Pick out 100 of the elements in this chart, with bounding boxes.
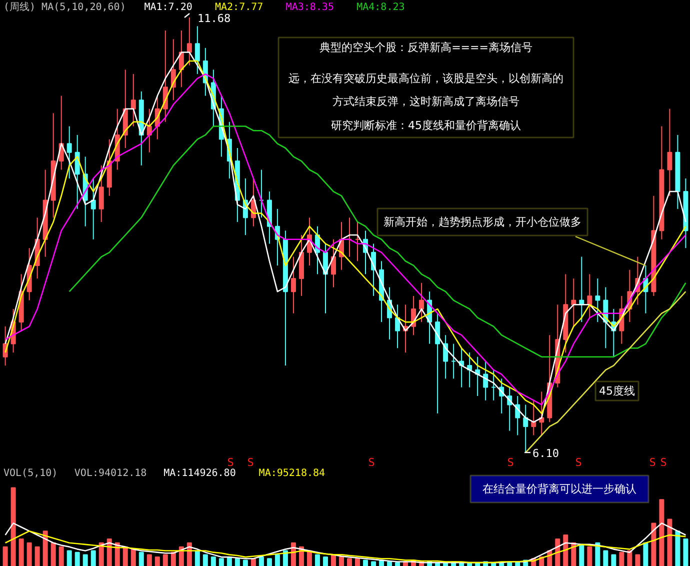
bar — [90, 550, 96, 566]
bar — [274, 554, 280, 566]
bar — [355, 558, 360, 566]
bar — [42, 530, 48, 566]
bar — [218, 558, 224, 566]
bar — [659, 499, 664, 566]
text: S — [649, 456, 656, 469]
bar — [667, 518, 672, 566]
chart-title: VOL(5,10) — [4, 468, 58, 479]
bar — [611, 554, 616, 566]
bar — [651, 522, 656, 566]
bar — [507, 562, 512, 566]
bar — [226, 556, 232, 566]
bar — [314, 554, 320, 566]
annotation: 45度线 — [599, 384, 635, 398]
bar — [162, 554, 168, 566]
bar — [282, 550, 288, 566]
bar — [387, 561, 392, 566]
candlestick — [330, 238, 336, 288]
bar — [2, 546, 8, 566]
bar — [58, 546, 64, 566]
annotation: 11.68 — [198, 12, 231, 25]
candlestick — [90, 178, 96, 240]
bar — [395, 562, 400, 566]
bar — [499, 562, 504, 566]
text: MA:114926.80 — [164, 468, 236, 479]
bar — [50, 542, 56, 566]
bar — [26, 542, 32, 566]
bar — [595, 542, 600, 566]
text: S — [368, 456, 375, 469]
bar — [138, 552, 144, 566]
candlestick — [290, 256, 296, 314]
bar — [338, 556, 344, 566]
bar — [130, 548, 136, 566]
text: VOL:94012.18 — [74, 468, 147, 479]
candlestick — [667, 108, 672, 196]
chart-title: (周线) MA(5,10,20,60) — [4, 1, 126, 13]
candlestick — [194, 26, 200, 75]
bar — [579, 544, 584, 566]
text: MA3:8.35 — [286, 2, 334, 13]
bar — [122, 546, 128, 566]
annotation: 新高开始，趋势拐点形成，开小仓位做多 — [384, 216, 582, 228]
candlestick — [595, 278, 600, 323]
annotation: 6.10 — [532, 447, 559, 460]
candlestick — [531, 400, 536, 436]
text: MA:95218.84 — [258, 468, 326, 479]
bar — [10, 487, 16, 566]
candlestick — [515, 396, 520, 436]
text: S — [660, 456, 667, 469]
bar — [603, 550, 608, 566]
annotation: 在结合量价背离可以进一步确认 — [482, 482, 636, 496]
bar — [242, 560, 248, 566]
bar — [467, 562, 472, 566]
bar — [234, 558, 240, 566]
candlestick — [523, 404, 528, 454]
bar — [675, 530, 680, 566]
bar — [170, 552, 176, 566]
bar — [18, 538, 24, 566]
annotation: 研究判断标准：45度线和量价背离确认 — [331, 119, 521, 132]
bar — [563, 534, 568, 566]
bar — [683, 538, 688, 566]
bar — [34, 546, 40, 566]
candlestick — [419, 282, 424, 323]
text: S — [575, 456, 582, 469]
candlestick — [435, 312, 440, 414]
text: MA1:7.20 — [144, 2, 192, 13]
bar — [555, 538, 560, 566]
bar — [371, 561, 376, 566]
annotation: 远，在没有突破历史最高位前，该股是空头，以创新高的方式结束反弹，这时新高成了离场信号 — [288, 72, 564, 108]
bar — [363, 560, 368, 566]
text: S — [247, 456, 254, 469]
bar — [146, 554, 152, 566]
bar — [643, 542, 648, 566]
bar — [330, 554, 336, 566]
text: S — [227, 456, 234, 469]
bar — [258, 556, 264, 566]
bar — [66, 550, 72, 566]
bar — [210, 556, 216, 566]
candlestick — [66, 126, 72, 179]
bar — [74, 552, 80, 566]
candlestick — [130, 74, 136, 127]
candlestick — [587, 274, 592, 318]
text: S — [507, 456, 514, 469]
text: MA2:7.77 — [215, 2, 264, 13]
bar — [635, 554, 640, 566]
bar — [347, 558, 352, 566]
bar — [266, 558, 272, 566]
bar — [627, 550, 632, 566]
bar — [619, 552, 624, 566]
bar — [98, 542, 104, 566]
bar — [202, 554, 208, 566]
bar — [194, 550, 200, 566]
bar — [154, 556, 160, 566]
candlestick — [98, 164, 104, 222]
candlestick — [483, 360, 488, 401]
text: MA4:8.23 — [356, 2, 405, 13]
annotation: 典型的空头个股：反弹新高====离场信号 — [320, 41, 532, 54]
bar — [322, 556, 328, 566]
bar — [82, 554, 88, 566]
bar — [587, 546, 592, 566]
